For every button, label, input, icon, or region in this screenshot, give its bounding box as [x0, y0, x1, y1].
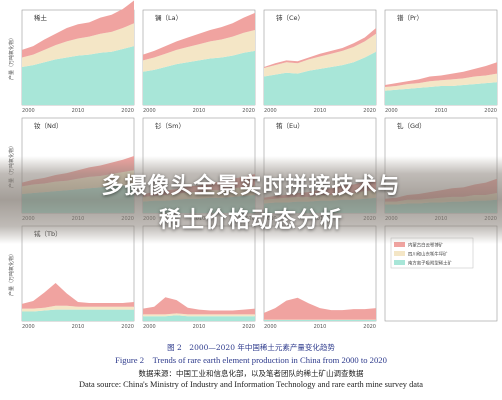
area-southern_ionic	[22, 309, 134, 321]
area-inner_mongolia	[22, 0, 134, 58]
x-tick-label: 2000	[264, 324, 277, 330]
overlay-title-line-1: 多摄像头全景实时拼接技术与	[101, 174, 401, 199]
area-southern_ionic	[143, 50, 255, 105]
data-source-english: Data source: China's Ministry of Industr…	[78, 380, 424, 389]
legend-entry-southern_ionic: 南方离子吸附型稀土矿	[408, 260, 453, 267]
caption-english: Figure 2 Trends of rare earth element pr…	[115, 355, 387, 365]
x-tick-label: 2020	[363, 324, 376, 330]
area-southern_ionic	[264, 51, 376, 105]
x-tick-label: 2000	[143, 108, 156, 114]
area-southern_ionic	[264, 320, 376, 321]
x-tick-label: 2010	[72, 324, 85, 330]
x-tick-label: 2010	[314, 108, 327, 114]
x-tick-label: 2020	[121, 108, 134, 114]
area-inner_mongolia	[22, 283, 134, 309]
x-tick-label: 2020	[363, 108, 376, 114]
legend-entry-inner_mongolia: 内蒙古白云鄂博矿	[408, 242, 444, 249]
area-inner_mongolia	[264, 297, 376, 320]
y-axis-label: 产量（万吨氧化物）	[8, 251, 15, 296]
title-overlay-banner: 多摄像头全景实时拼接技术与 稀土价格动态分析	[0, 156, 502, 244]
area-southern_ionic	[143, 315, 255, 321]
x-tick-label: 2010	[193, 324, 206, 330]
area-inner_mongolia	[385, 62, 497, 87]
figure-caption: 图 2 2000—2020 年中国稀土元素产量变化趋势 Figure 2 Tre…	[0, 340, 502, 400]
legend-entry-sichuan_shandong: 四川和山东牦牛坪矿	[408, 251, 448, 258]
x-tick-label: 2020	[242, 324, 255, 330]
legend-swatch-inner_mongolia	[394, 242, 405, 247]
x-tick-label: 2000	[22, 324, 35, 330]
panel-label: 钐（Sm）	[155, 121, 185, 130]
panel-label: 铕（Eu）	[276, 121, 304, 130]
panel-label: 镨（Pr）	[397, 13, 423, 22]
legend-swatch-sichuan_shandong	[394, 251, 405, 256]
area-southern_ionic	[385, 82, 497, 105]
area-sichuan_shandong	[143, 29, 255, 72]
area-sichuan_shandong	[143, 313, 255, 317]
caption-chinese: 图 2 2000—2020 年中国稀土元素产量变化趋势	[167, 343, 335, 352]
data-source-chinese: 数据来源：中国工业和信息化部，以及笔者团队的稀土矿山调查数据	[138, 369, 364, 378]
panel-1: 稀土 2000 2010 2020 产量（万吨氧化物）	[8, 0, 135, 114]
area-sichuan_shandong	[22, 305, 134, 312]
area-inner_mongolia	[143, 297, 255, 315]
area-southern_ionic	[22, 46, 134, 105]
panel-label: 铈（Ce）	[276, 13, 304, 22]
panel-label: 镧（La）	[155, 13, 182, 22]
x-tick-label: 2010	[72, 108, 85, 114]
x-tick-label: 2010	[435, 108, 448, 114]
legend-swatch-southern_ionic	[394, 260, 405, 265]
area-sichuan_shandong	[22, 23, 134, 67]
x-tick-label: 2000	[264, 108, 277, 114]
overlay-title-line-2: 稀土价格动态分析	[158, 208, 343, 233]
x-tick-label: 2020	[242, 108, 255, 114]
area-inner_mongolia	[264, 28, 376, 68]
panel-4: 镨（Pr） 2000 2010 2020	[384, 9, 498, 114]
panel-3: 铈（Ce） 2000 2010 2020	[263, 9, 377, 114]
x-tick-label: 2000	[385, 108, 398, 114]
panel-label: 稀土	[34, 13, 48, 22]
area-sichuan_shandong	[385, 73, 497, 91]
x-tick-label: 2010	[314, 324, 327, 330]
x-tick-label: 2020	[484, 108, 497, 114]
x-tick-label: 2020	[121, 324, 134, 330]
x-tick-label: 2000	[143, 324, 156, 330]
panel-label: 钆（Gd）	[397, 121, 426, 130]
x-tick-label: 2000	[22, 108, 35, 114]
y-axis-label: 产量（万吨氧化物）	[8, 35, 15, 80]
x-tick-label: 2010	[193, 108, 206, 114]
panel-2: 镧（La） 2000 2010 2020	[142, 9, 256, 114]
area-inner_mongolia	[143, 12, 255, 61]
area-sichuan_shandong	[264, 33, 376, 77]
panel-label: 钕（Nd）	[34, 121, 63, 130]
